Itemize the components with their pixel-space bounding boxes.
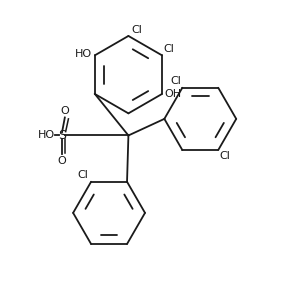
Text: S: S (58, 129, 66, 142)
Text: OH: OH (165, 89, 182, 99)
Text: O: O (58, 156, 66, 166)
Text: Cl: Cl (220, 151, 231, 161)
Text: Cl: Cl (131, 25, 142, 35)
Text: HO: HO (38, 131, 55, 140)
Text: Cl: Cl (77, 170, 88, 180)
Text: HO: HO (75, 49, 92, 59)
Text: Cl: Cl (170, 76, 181, 86)
Text: O: O (60, 106, 69, 116)
Text: Cl: Cl (163, 44, 174, 54)
